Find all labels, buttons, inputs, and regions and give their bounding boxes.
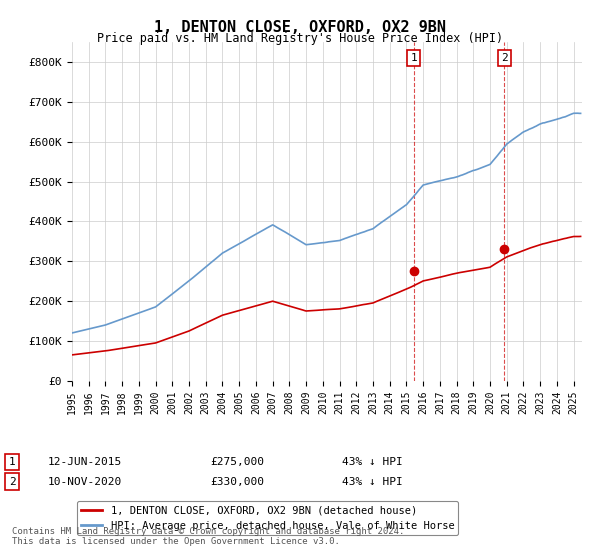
Text: 10-NOV-2020: 10-NOV-2020 bbox=[48, 477, 122, 487]
Text: 2: 2 bbox=[8, 477, 16, 487]
Text: Price paid vs. HM Land Registry's House Price Index (HPI): Price paid vs. HM Land Registry's House … bbox=[97, 32, 503, 45]
Text: £275,000: £275,000 bbox=[210, 457, 264, 467]
Text: 1, DENTON CLOSE, OXFORD, OX2 9BN: 1, DENTON CLOSE, OXFORD, OX2 9BN bbox=[154, 20, 446, 35]
Text: £330,000: £330,000 bbox=[210, 477, 264, 487]
Legend: 1, DENTON CLOSE, OXFORD, OX2 9BN (detached house), HPI: Average price, detached : 1, DENTON CLOSE, OXFORD, OX2 9BN (detach… bbox=[77, 501, 458, 535]
Text: Contains HM Land Registry data © Crown copyright and database right 2024.
This d: Contains HM Land Registry data © Crown c… bbox=[12, 526, 404, 546]
Text: 43% ↓ HPI: 43% ↓ HPI bbox=[342, 457, 403, 467]
Text: 12-JUN-2015: 12-JUN-2015 bbox=[48, 457, 122, 467]
Text: 2: 2 bbox=[501, 53, 508, 63]
Text: 43% ↓ HPI: 43% ↓ HPI bbox=[342, 477, 403, 487]
Text: 1: 1 bbox=[410, 53, 417, 63]
Text: 1: 1 bbox=[8, 457, 16, 467]
